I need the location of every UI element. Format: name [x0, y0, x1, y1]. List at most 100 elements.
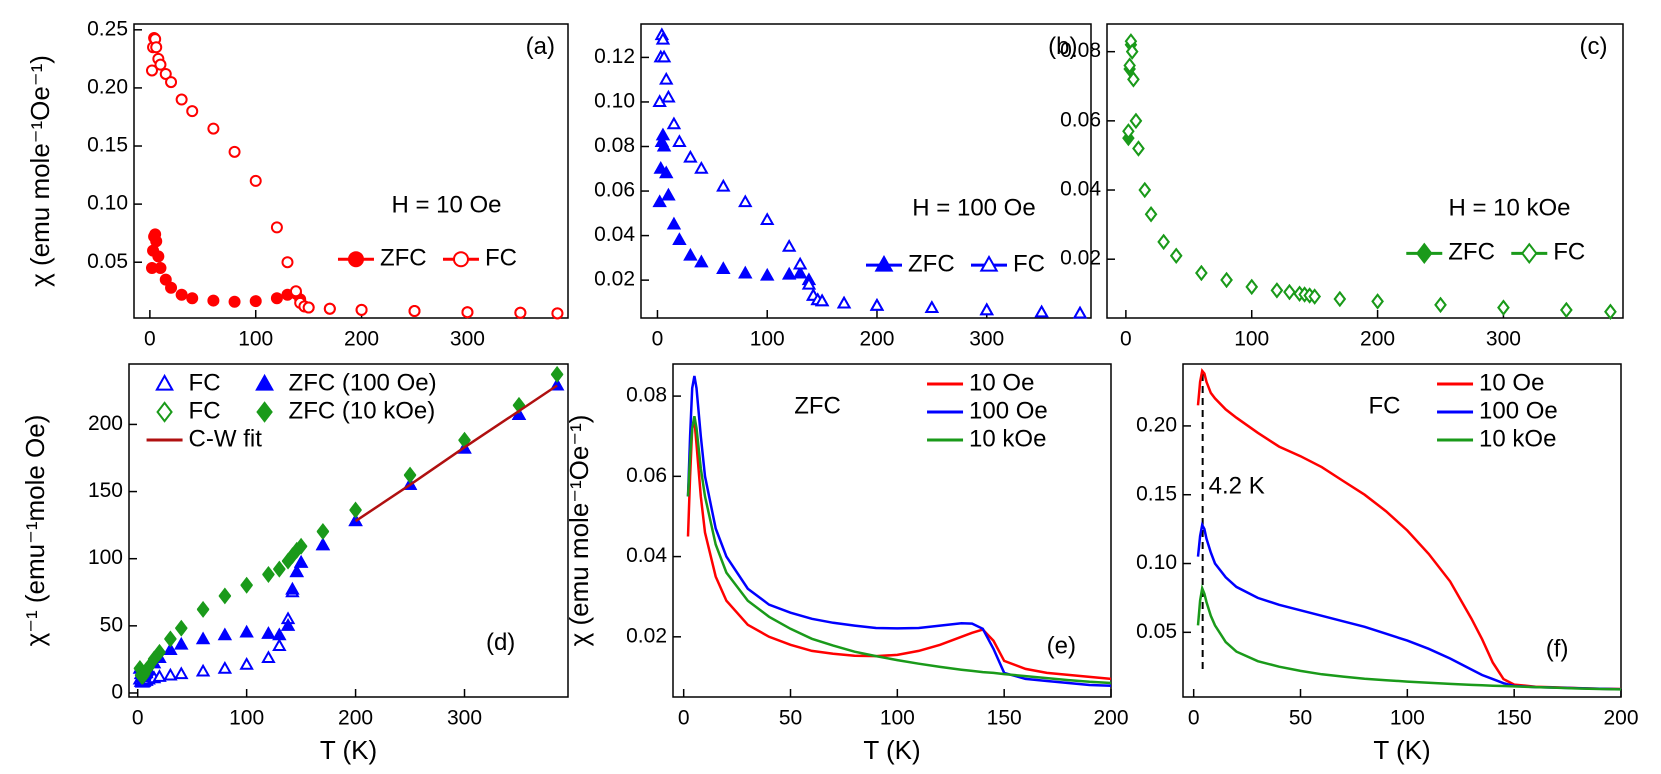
marker	[217, 661, 233, 674]
marker	[781, 266, 797, 280]
series-line	[354, 384, 558, 523]
x-tick-label: 100	[229, 707, 264, 730]
marker	[302, 301, 315, 314]
y-tick-label: 0.06	[626, 464, 667, 487]
marker	[1072, 305, 1088, 319]
x-tick-label: 200	[344, 328, 379, 351]
marker	[781, 238, 797, 252]
marker	[655, 127, 671, 141]
x-tick-label: 0	[1120, 328, 1132, 351]
y-tick-label: 200	[88, 412, 123, 435]
marker	[1270, 282, 1284, 299]
x-axis-label: T (K)	[1373, 735, 1430, 765]
marker	[666, 116, 682, 130]
marker	[836, 295, 852, 309]
x-tick-label: 50	[1289, 707, 1312, 730]
panel-label: (e)	[1047, 632, 1076, 659]
x-tick-label: 300	[1486, 328, 1521, 351]
marker	[175, 288, 188, 301]
marker	[694, 160, 709, 174]
marker	[514, 306, 527, 319]
y-axis-label: χ (emu mole⁻¹Oe⁻¹)	[25, 55, 55, 287]
x-tick-label: 100	[880, 707, 915, 730]
marker	[165, 281, 178, 294]
panel-label: (c)	[1580, 33, 1608, 60]
marker	[792, 265, 808, 279]
marker	[683, 149, 698, 163]
marker	[154, 58, 167, 71]
marker	[1560, 301, 1573, 319]
legend-label: 10 kOe	[1479, 425, 1556, 452]
marker	[261, 650, 276, 664]
x-tick-label: 200	[1603, 707, 1638, 730]
legend-marker	[1521, 242, 1538, 265]
series-line	[1196, 583, 1622, 691]
marker	[270, 292, 283, 305]
marker	[1497, 299, 1510, 316]
legend-label: 10 Oe	[1479, 369, 1544, 396]
y-tick-label: 0.02	[626, 624, 667, 647]
legend-label: ZFC	[908, 250, 955, 277]
x-tick-label: 300	[969, 328, 1004, 351]
marker	[262, 565, 275, 583]
annotation: H = 10 kOe	[1448, 195, 1570, 222]
y-tick-label: 0.10	[1136, 551, 1177, 574]
annotation: H = 10 Oe	[391, 192, 501, 219]
legend-marker	[155, 373, 174, 391]
y-tick-label: 0.20	[87, 75, 128, 98]
legend-label: ZFC	[1448, 239, 1495, 266]
marker	[152, 669, 167, 682]
marker	[656, 49, 672, 63]
marker	[1283, 283, 1296, 301]
marker	[153, 643, 166, 661]
legend-marker	[156, 401, 173, 423]
y-axis-label: χ⁻¹ (emu⁻¹mole Oe)	[20, 415, 50, 647]
marker	[349, 501, 362, 518]
marker	[174, 636, 189, 650]
marker	[272, 638, 287, 651]
marker	[175, 93, 188, 106]
y-tick-label: 0.25	[87, 17, 128, 40]
marker	[152, 250, 165, 263]
marker	[801, 276, 817, 290]
series-line	[686, 415, 1112, 685]
marker	[1132, 140, 1145, 157]
marker	[261, 626, 276, 639]
plot-frame	[672, 363, 1112, 698]
y-tick-label: 0.12	[594, 45, 635, 68]
marker	[760, 212, 775, 225]
y-tick-label: 0.08	[626, 384, 667, 407]
marker	[270, 221, 283, 234]
x-tick-label: 300	[450, 328, 485, 351]
x-tick-label: 100	[750, 328, 785, 351]
y-tick-label: 0.06	[594, 179, 635, 202]
marker	[814, 293, 830, 307]
marker	[273, 560, 286, 577]
marker	[683, 247, 698, 261]
marker	[1169, 247, 1183, 264]
marker	[1127, 71, 1140, 88]
marker	[550, 365, 564, 383]
marker	[186, 105, 199, 118]
x-tick-label: 0	[144, 328, 156, 351]
y-tick-label: 100	[88, 546, 123, 569]
y-tick-label: 0.02	[594, 268, 635, 291]
marker	[461, 306, 474, 319]
marker	[551, 307, 564, 320]
marker	[716, 178, 731, 192]
marker	[656, 138, 672, 152]
x-tick-label: 150	[987, 707, 1022, 730]
marker	[408, 305, 421, 318]
marker	[207, 294, 220, 307]
annotation: ZFC	[794, 393, 841, 420]
marker	[792, 256, 808, 270]
marker	[186, 292, 199, 305]
x-tick-label: 200	[859, 328, 894, 351]
plot-frame	[1106, 23, 1624, 319]
marker	[655, 31, 671, 45]
panel-label: (f)	[1546, 636, 1569, 663]
y-tick-label: 0.05	[1136, 620, 1177, 643]
marker	[1125, 43, 1139, 60]
legend-marker	[874, 254, 894, 272]
marker	[1034, 304, 1049, 318]
